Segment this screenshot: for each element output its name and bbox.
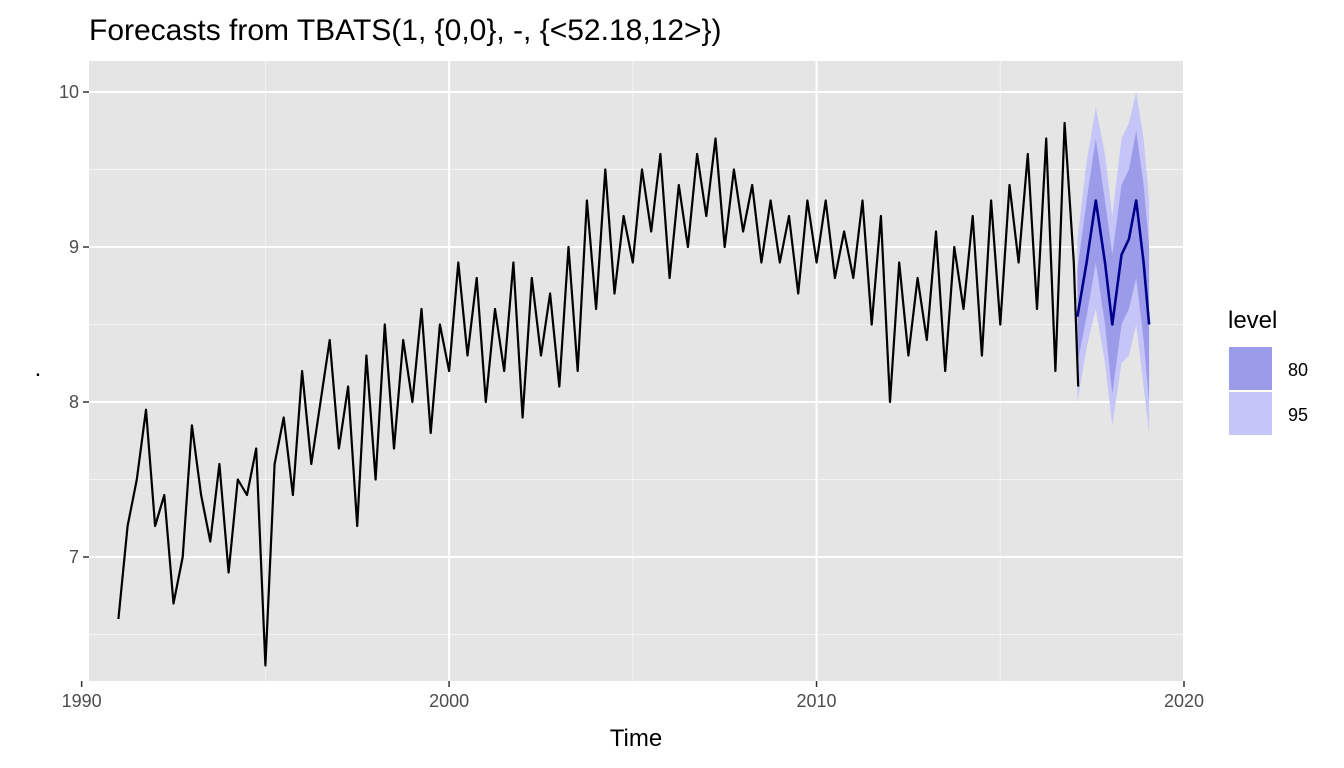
legend-key-95 xyxy=(1229,392,1272,435)
plot-panel xyxy=(89,61,1184,681)
y-tick-label: 8 xyxy=(69,392,79,412)
forecast-bands xyxy=(1077,92,1150,433)
y-tick-label: 9 xyxy=(69,237,79,257)
y-tick-label: 10 xyxy=(59,82,79,102)
x-tick-label: 1990 xyxy=(62,691,102,711)
legend-label-95: 95 xyxy=(1288,405,1308,425)
legend-title: level xyxy=(1228,307,1277,334)
x-tick-label: 2010 xyxy=(797,691,837,711)
legend: level 80 95 xyxy=(1228,307,1308,435)
major-gridlines xyxy=(80,61,1185,681)
y-tick-label: 7 xyxy=(69,547,79,567)
forecast-mean-line xyxy=(1076,199,1151,326)
x-tick-label: 2000 xyxy=(429,691,469,711)
series-lines xyxy=(117,121,1151,667)
y-axis-title: . xyxy=(35,355,42,382)
legend-label-80: 80 xyxy=(1288,360,1308,380)
band-80 xyxy=(1077,130,1150,402)
minor-gridlines xyxy=(89,61,1184,681)
y-axis: 7 8 9 10 xyxy=(59,82,89,567)
x-axis: 1990 2000 2010 2020 xyxy=(62,681,1204,711)
chart-title: Forecasts from TBATS(1, {0,0}, -, {<52.1… xyxy=(89,14,722,47)
x-tick-label: 2020 xyxy=(1164,691,1204,711)
x-axis-title: Time xyxy=(610,725,662,752)
observed-series-line xyxy=(117,121,1080,667)
legend-key-80 xyxy=(1229,347,1272,390)
